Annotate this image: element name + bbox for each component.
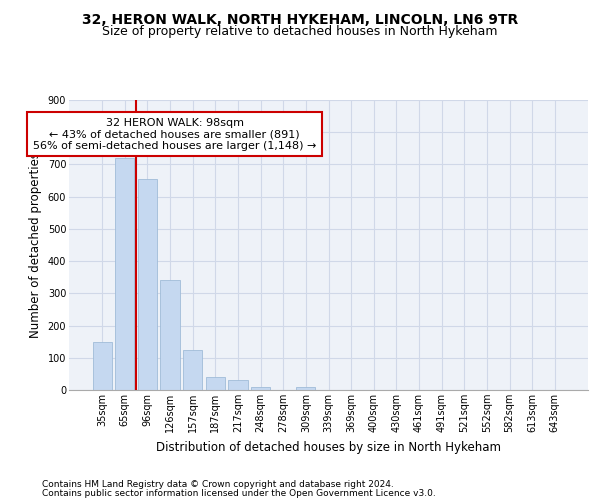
X-axis label: Distribution of detached houses by size in North Hykeham: Distribution of detached houses by size …	[156, 440, 501, 454]
Bar	[206, 377, 225, 390]
Bar	[92, 342, 112, 390]
Bar	[296, 388, 316, 390]
Text: Contains HM Land Registry data © Crown copyright and database right 2024.: Contains HM Land Registry data © Crown c…	[42, 480, 394, 489]
Bar	[115, 158, 134, 390]
Text: Contains public sector information licensed under the Open Government Licence v3: Contains public sector information licen…	[42, 489, 436, 498]
Text: Size of property relative to detached houses in North Hykeham: Size of property relative to detached ho…	[102, 25, 498, 38]
Bar	[229, 380, 248, 390]
Text: 32 HERON WALK: 98sqm
← 43% of detached houses are smaller (891)
56% of semi-deta: 32 HERON WALK: 98sqm ← 43% of detached h…	[33, 118, 316, 151]
Y-axis label: Number of detached properties: Number of detached properties	[29, 152, 42, 338]
Bar	[160, 280, 180, 390]
Bar	[138, 179, 157, 390]
Bar	[183, 350, 202, 390]
Bar	[251, 387, 270, 390]
Text: 32, HERON WALK, NORTH HYKEHAM, LINCOLN, LN6 9TR: 32, HERON WALK, NORTH HYKEHAM, LINCOLN, …	[82, 12, 518, 26]
